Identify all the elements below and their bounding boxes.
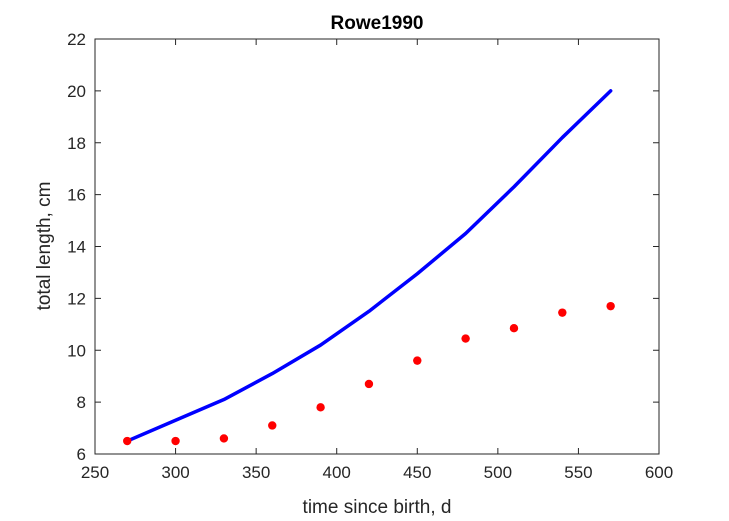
x-tick-label: 250 [81, 463, 109, 482]
data-point [171, 436, 180, 446]
x-tick-label: 600 [645, 463, 673, 482]
series-layer [123, 89, 615, 446]
x-tick-label: 350 [242, 463, 270, 482]
data-point [268, 421, 277, 430]
x-tick-label: 550 [564, 463, 592, 482]
x-tick-label: 400 [323, 463, 351, 482]
x-axis-label: time since birth, d [303, 497, 452, 518]
y-axis-label: total length, cm [34, 182, 55, 311]
y-tick-label: 8 [77, 393, 86, 412]
model-curve-line [125, 89, 613, 443]
plot-area [94, 38, 660, 455]
data-point [461, 334, 470, 343]
y-tick-label: 18 [67, 134, 86, 153]
y-tick-label: 12 [67, 289, 86, 308]
x-tick-label: 500 [484, 463, 512, 482]
x-tick-label: 450 [403, 463, 431, 482]
x-axis-ticks: 250 300 350 400 450 500 550 600 [81, 39, 673, 482]
data-point [558, 308, 567, 317]
data-point [219, 434, 229, 443]
y-tick-label: 16 [67, 186, 86, 205]
y-axis-ticks: 6 8 10 12 14 16 18 20 22 [67, 30, 659, 464]
y-tick-label: 14 [67, 238, 86, 257]
data-point [606, 301, 615, 311]
data-point [509, 324, 519, 333]
x-tick-label: 300 [161, 463, 189, 482]
y-tick-label: 6 [77, 445, 86, 464]
axes-box [94, 38, 660, 455]
y-tick-label: 22 [67, 30, 86, 49]
data-point [413, 356, 422, 365]
chart-title: Rowe1990 [331, 13, 424, 34]
data-point [123, 436, 132, 446]
y-tick-label: 10 [67, 341, 86, 360]
data-point [316, 403, 325, 412]
data-point [364, 379, 374, 389]
y-tick-label: 20 [67, 82, 86, 101]
